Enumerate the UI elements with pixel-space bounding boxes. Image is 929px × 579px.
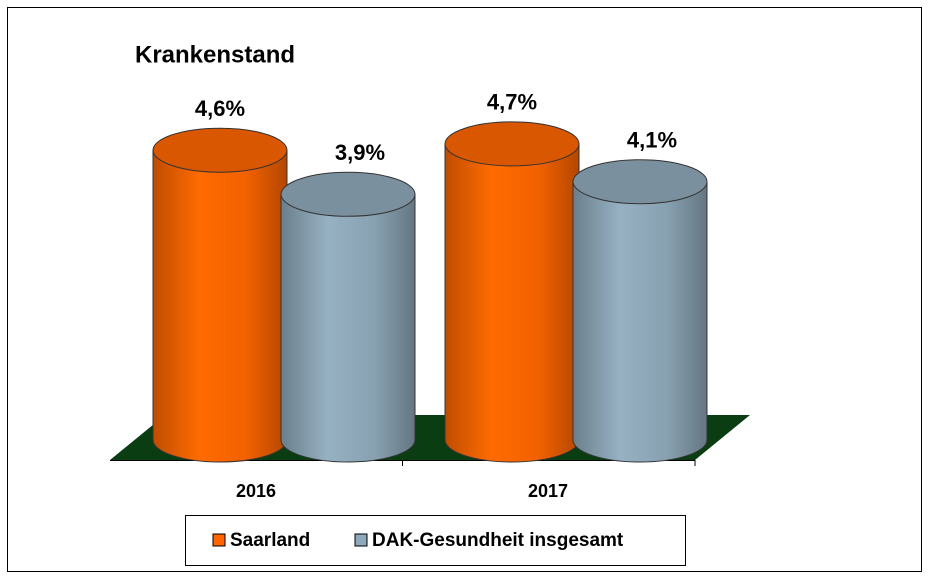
x-tick-label: 2016	[236, 481, 276, 501]
data-label: 4,6%	[195, 96, 245, 121]
cylinder	[280, 193, 416, 463]
cylinder	[152, 149, 288, 463]
data-label: 4,7%	[487, 90, 537, 115]
data-label: 3,9%	[335, 140, 385, 165]
legend-label: Saarland	[230, 530, 310, 551]
x-tick-label: 2017	[528, 481, 568, 501]
legend-label: DAK-Gesundheit insgesamt	[372, 530, 624, 551]
cylinder-top	[280, 171, 416, 217]
legend-swatch	[354, 533, 368, 547]
cylinder	[572, 181, 708, 463]
legend-box	[185, 515, 686, 566]
legend-swatch	[212, 533, 226, 547]
chart-title: Krankenstand	[135, 41, 295, 68]
cylinder-top	[444, 121, 580, 167]
cylinder-top	[152, 127, 288, 173]
data-label: 4,1%	[627, 128, 677, 153]
cylinder-top	[572, 159, 708, 205]
cylinder	[444, 143, 580, 463]
